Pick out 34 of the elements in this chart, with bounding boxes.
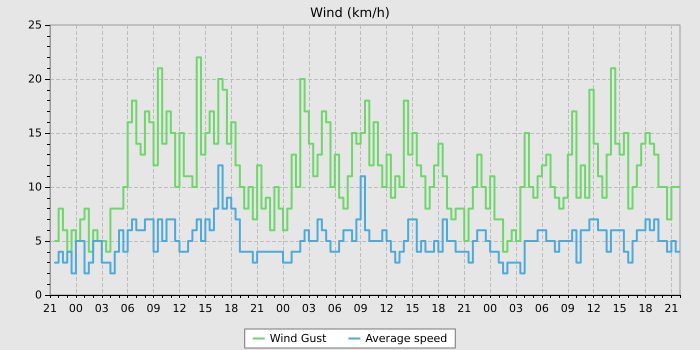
x-tick-label: 15: [405, 302, 420, 315]
x-tick-label: 21: [43, 302, 57, 315]
x-tick-label: 18: [638, 302, 652, 315]
x-tick-label: 09: [560, 302, 575, 315]
legend-label: Wind Gust: [270, 332, 328, 345]
legend-label: Average speed: [365, 332, 448, 345]
x-tick-label: 03: [94, 302, 109, 315]
y-tick-label: 0: [35, 288, 42, 302]
x-tick-label: 18: [224, 302, 238, 315]
x-tick-label: 15: [198, 302, 212, 315]
y-tick-label: 15: [28, 126, 42, 140]
x-tick-label: 00: [483, 302, 498, 315]
x-tick-label: 06: [534, 302, 549, 315]
y-tick-label: 5: [35, 234, 42, 248]
y-tick-label: 25: [28, 18, 42, 32]
x-tick-label: 12: [586, 302, 601, 315]
chart-title: Wind (km/h): [310, 6, 390, 21]
x-tick-label: 21: [457, 302, 472, 315]
x-tick-label: 12: [172, 302, 186, 315]
x-tick-label: 06: [328, 302, 342, 315]
x-tick-label: 09: [354, 302, 368, 315]
x-tick-label: 15: [612, 302, 627, 315]
x-tick-label: 06: [120, 302, 135, 315]
y-tick-label: 20: [28, 72, 42, 86]
x-tick-label: 00: [68, 302, 83, 315]
x-tick-label: 18: [431, 302, 446, 315]
x-tick-label: 12: [380, 302, 394, 315]
x-tick-label: 09: [146, 302, 161, 315]
x-tick-label: 00: [276, 302, 290, 315]
x-tick-label: 21: [250, 302, 264, 315]
x-tick-label: 03: [509, 302, 524, 315]
x-tick-label: 03: [302, 302, 316, 315]
x-tick-label: 21: [664, 302, 678, 315]
y-tick-label: 10: [28, 180, 42, 194]
